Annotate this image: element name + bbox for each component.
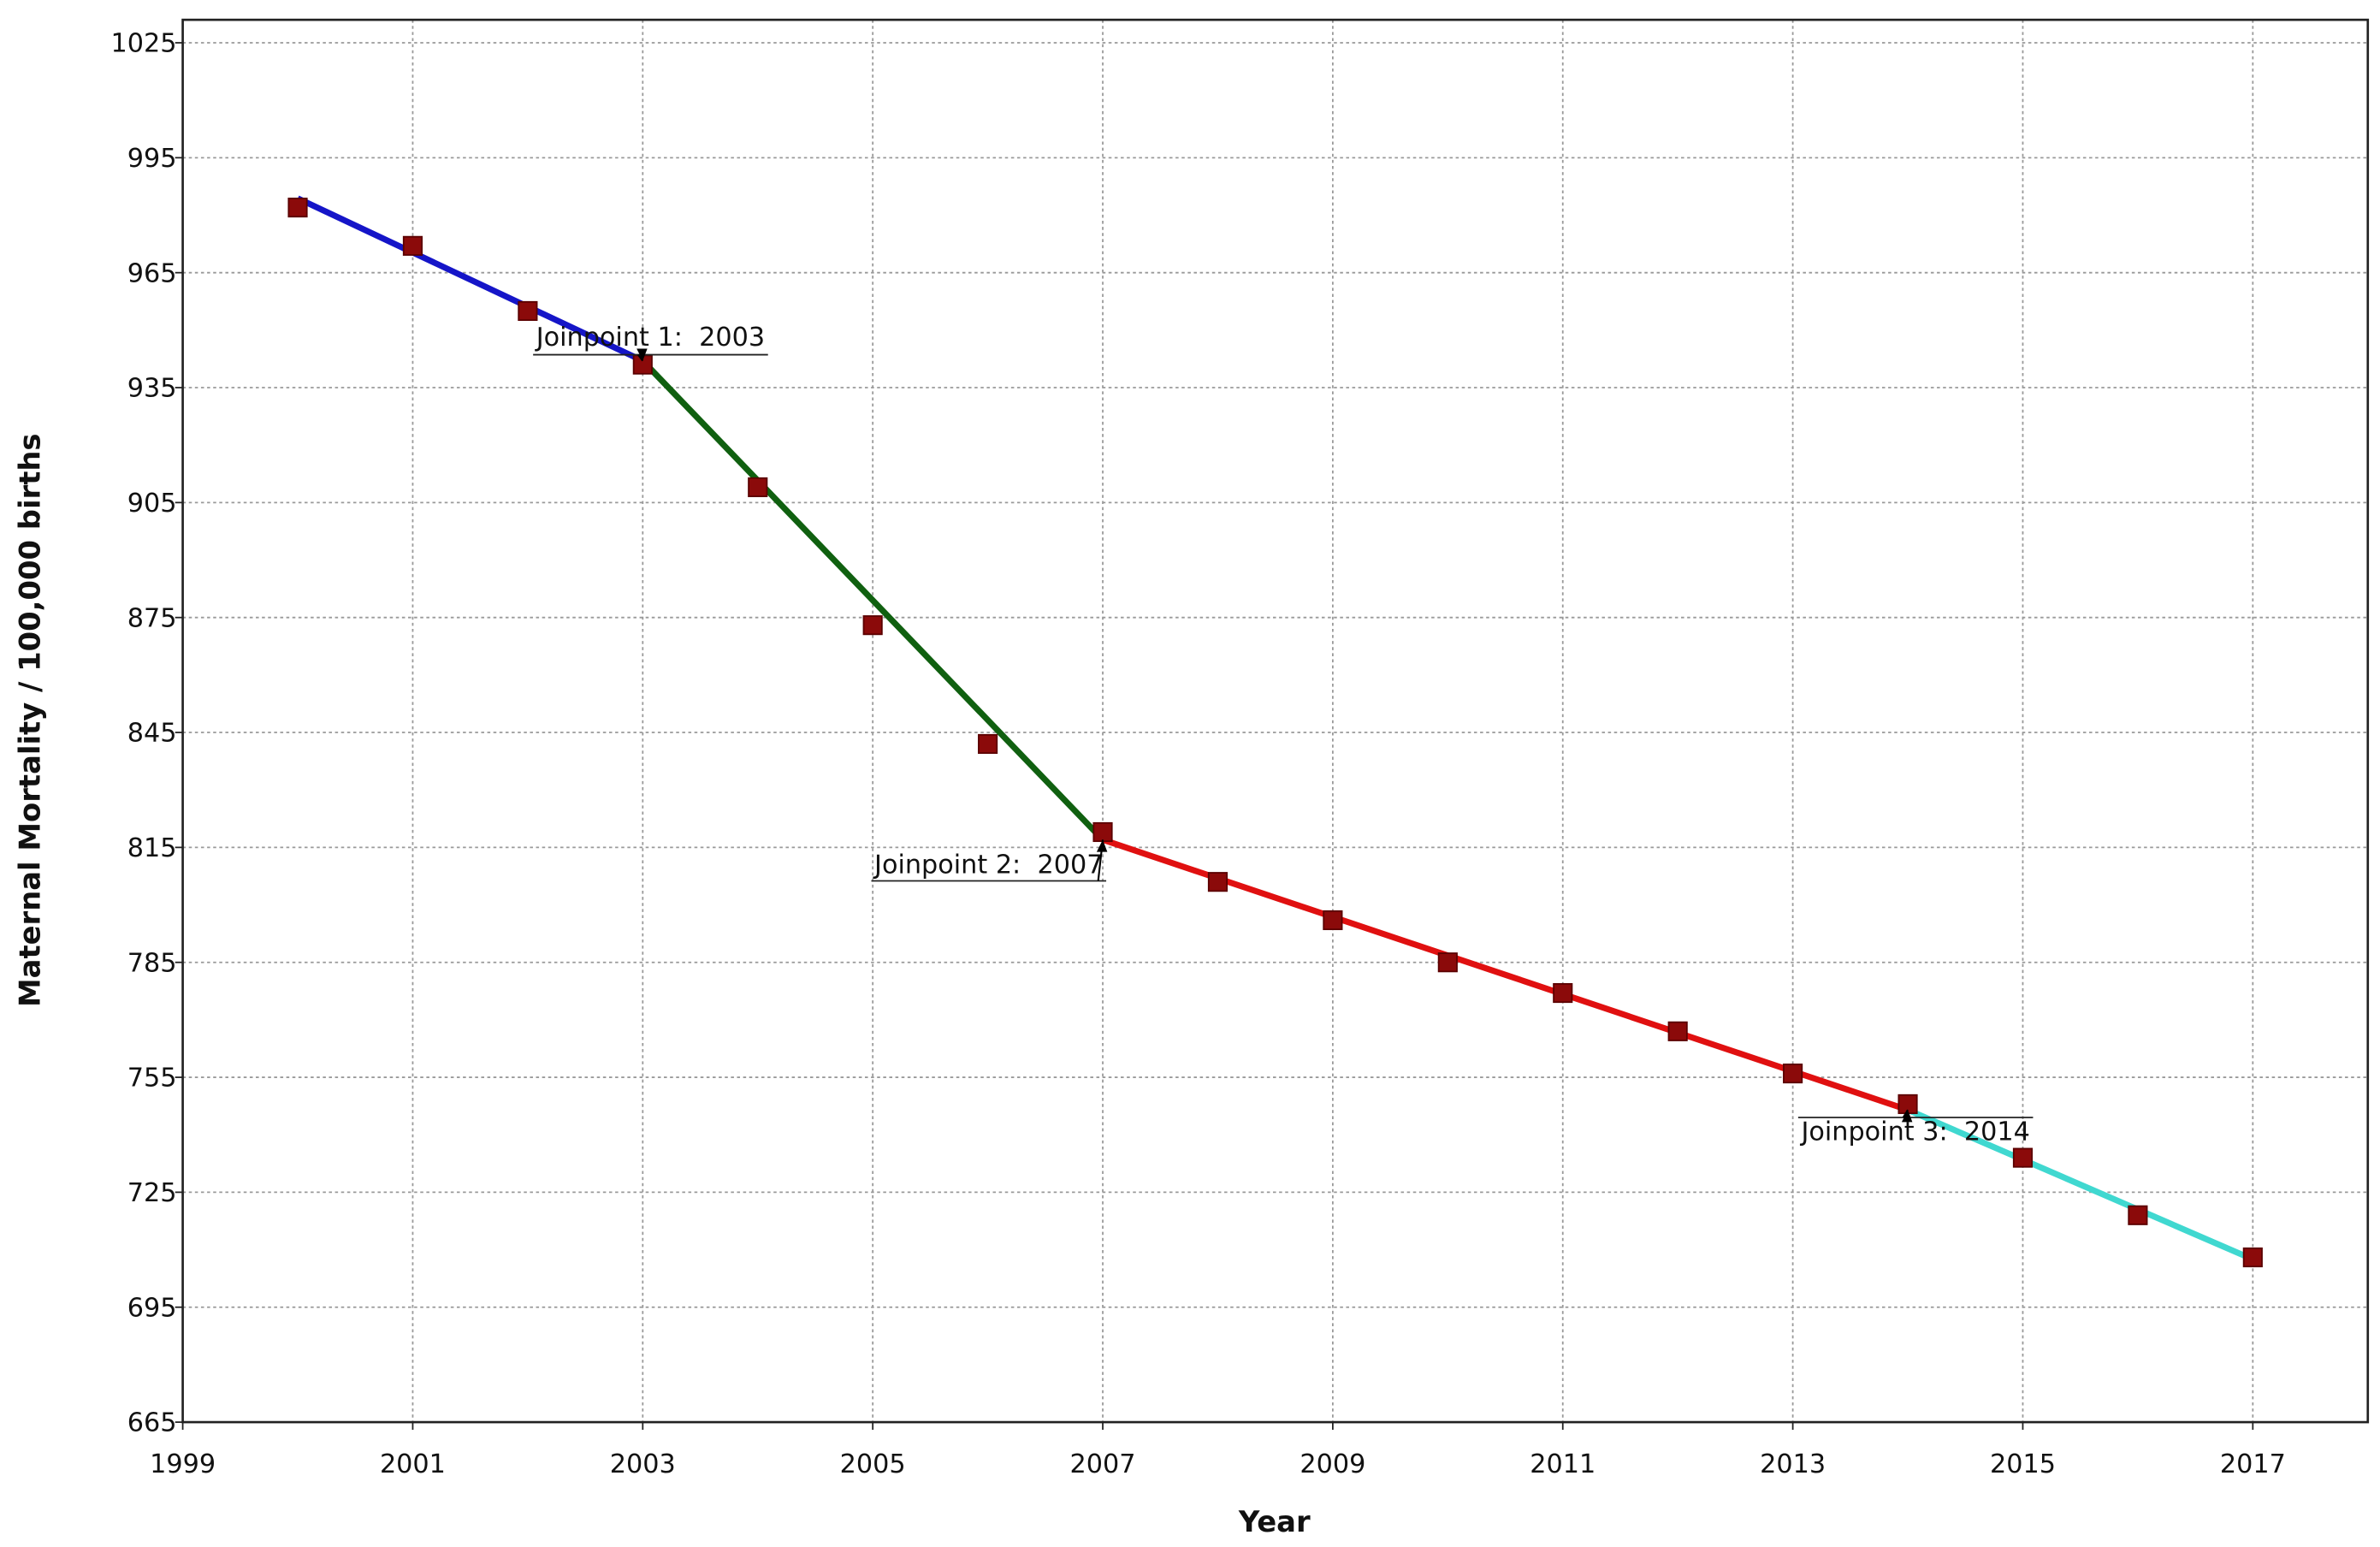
y-tick-label: 1025 [110,29,176,59]
fit-segment [1906,1106,2254,1263]
data-point [1323,910,1343,931]
y-tick-label: 725 [127,1178,177,1208]
y-tick-label: 875 [127,603,177,633]
y-axis-title: Maternal Mortality / 100,000 births [13,433,46,1007]
x-tick-label: 2005 [840,1449,906,1479]
x-tick-label: 2007 [1070,1449,1136,1479]
x-tick-label: 1999 [150,1449,216,1479]
data-point [1553,982,1573,1004]
annotation: Joinpoint 3: 2014 [1799,1117,2029,1147]
y-tick-label: 755 [127,1064,177,1094]
fit-segment [1101,837,1909,1113]
y-tick-label: 905 [127,489,177,519]
x-tick-label: 2013 [1760,1449,1826,1479]
data-point [1207,872,1228,892]
x-axis-title: Year [1238,1505,1311,1538]
data-point [978,733,998,755]
x-tick-label: 2009 [1300,1449,1365,1479]
y-tick-label: 965 [127,258,177,288]
data-point [862,615,883,636]
data-point [402,235,423,256]
x-tick-label: 2017 [2220,1449,2286,1479]
fit-segment [296,195,644,364]
annotation-arrow [637,353,644,362]
data-point [1092,821,1113,843]
x-tick-label: 2015 [1990,1449,2056,1479]
data-point [287,197,308,218]
annotation-arrowhead [636,348,648,361]
data-point [1667,1021,1688,1041]
fit-segment [640,359,1105,842]
y-tick-label: 785 [127,948,177,978]
x-tick-label: 2001 [380,1449,446,1479]
data-point [1783,1064,1803,1084]
y-tick-label: 995 [127,144,177,174]
annotation-arrow [1902,1109,1909,1118]
data-point [2012,1147,2034,1168]
data-point [1437,952,1458,973]
y-tick-label: 695 [127,1293,177,1323]
y-tick-label: 815 [127,833,177,863]
annotation: Joinpoint 2: 2007 [873,851,1103,880]
y-tick-label: 665 [127,1408,177,1438]
y-tick-label: 845 [127,719,177,749]
data-point [748,477,768,498]
x-tick-label: 2011 [1530,1449,1596,1479]
data-point [518,300,538,322]
annotation-arrowhead [1096,839,1108,852]
x-tick-label: 2003 [610,1449,676,1479]
annotation-arrowhead [1901,1110,1913,1123]
annotation: Joinpoint 1: 2003 [535,323,765,353]
plot-frame [181,18,2370,1424]
data-point [2242,1247,2263,1268]
y-tick-label: 935 [127,374,177,404]
data-point [2128,1205,2148,1225]
